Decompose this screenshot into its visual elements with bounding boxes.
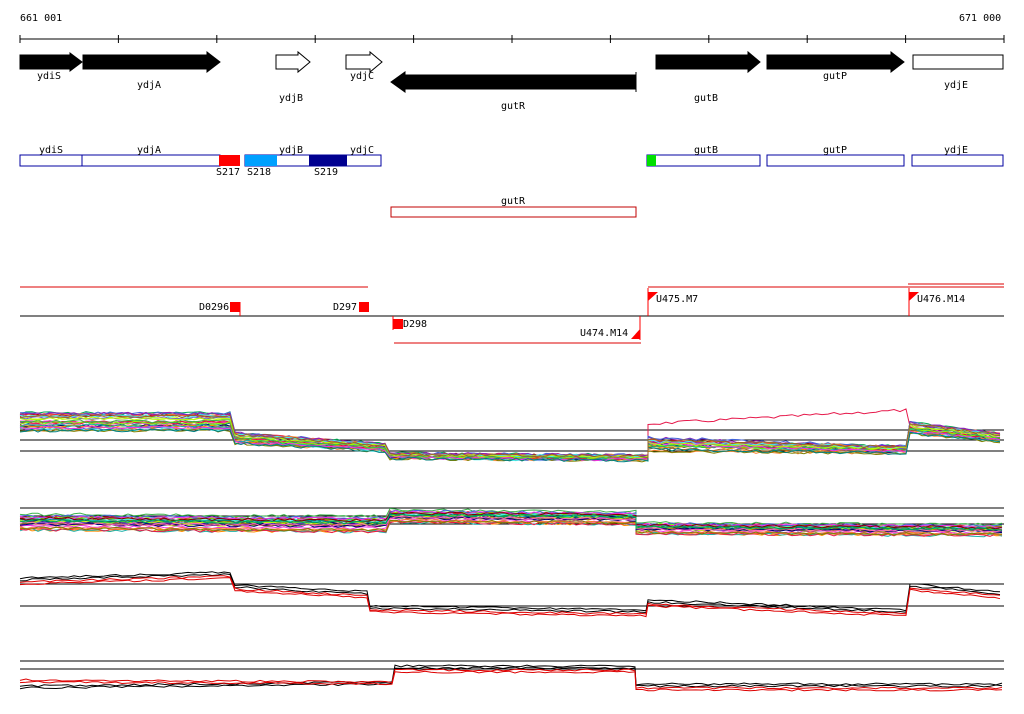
feature-box-ydjA[interactable] xyxy=(81,154,221,167)
transcript-track: D0296 D297 D298 U474.M14 U475.M7 U476.M1… xyxy=(20,283,1004,344)
feature-track-plus: ydiS ydjA ydjB ydjC gutB gutP ydjE S217 … xyxy=(19,145,1004,178)
segment-S218[interactable] xyxy=(245,155,277,166)
gene-label-ydiS: ydiS xyxy=(37,71,61,82)
expression-profile xyxy=(19,668,1003,690)
transcript-marker-U475-M7[interactable] xyxy=(648,292,658,301)
expression-profile xyxy=(19,575,1001,615)
segment-label-S218: S218 xyxy=(247,167,271,178)
segment-green[interactable] xyxy=(647,155,656,166)
gene-label-gutP: gutP xyxy=(823,71,847,82)
expression-profile xyxy=(19,512,1003,531)
feature-label-ydiS: ydiS xyxy=(39,145,63,156)
expression-profile xyxy=(19,414,1001,459)
expression-profile xyxy=(19,416,1001,459)
transcript-marker-D298[interactable] xyxy=(393,319,403,329)
feature-track-minus: gutR xyxy=(390,196,637,218)
gene-track: ydiS ydjA ydjB ydjC gutR gutB gutP ydjE xyxy=(19,50,1004,112)
expression-profile xyxy=(19,571,1001,612)
gene-label-gutB: gutB xyxy=(694,93,718,104)
feature-box-ydiS[interactable] xyxy=(19,154,83,167)
gene-arrow-ydjC[interactable] xyxy=(345,50,383,74)
transcript-label-D298: D298 xyxy=(403,319,427,330)
gene-label-gutR: gutR xyxy=(501,101,526,112)
feature-label-ydjC: ydjC xyxy=(350,145,374,156)
feature-box-ydjE[interactable] xyxy=(911,154,1004,167)
gene-arrow-gutR[interactable] xyxy=(390,71,637,93)
transcript-label-D0296: D0296 xyxy=(199,302,229,313)
expression-profile xyxy=(19,573,1001,614)
transcript-label-U476-M14: U476.M14 xyxy=(917,294,965,305)
coordinate-axis xyxy=(19,35,1005,43)
gene-box-ydjE[interactable] xyxy=(912,54,1004,70)
expression-profile xyxy=(19,577,1001,618)
gene-label-ydjB: ydjB xyxy=(279,93,303,104)
segment-S219[interactable] xyxy=(309,155,347,166)
expression-track-2 xyxy=(19,507,1004,538)
gene-arrow-gutB[interactable] xyxy=(655,50,761,74)
expression-track-1 xyxy=(19,408,1004,463)
feature-label-gutB: gutB xyxy=(694,145,718,156)
transcript-marker-D297[interactable] xyxy=(359,302,369,312)
expression-track-4 xyxy=(19,660,1004,692)
gene-arrow-ydjA[interactable] xyxy=(82,50,221,74)
coordinate-start: 661 001 xyxy=(20,13,63,24)
expression-profile xyxy=(19,517,1003,535)
feature-label-ydjE: ydjE xyxy=(944,145,968,156)
expression-profile xyxy=(19,515,1003,533)
segment-label-S219: S219 xyxy=(314,167,338,178)
feature-label-gutP: gutP xyxy=(823,145,847,156)
expression-track-3 xyxy=(19,571,1004,618)
feature-label-ydjA: ydjA xyxy=(137,145,161,156)
gene-label-ydjA: ydjA xyxy=(137,80,161,91)
expression-profile xyxy=(19,425,1001,462)
expression-profile xyxy=(19,664,1003,688)
expression-profile xyxy=(19,515,1003,534)
expression-profile xyxy=(19,670,1003,692)
gene-arrow-ydjB[interactable] xyxy=(275,50,311,74)
segment-label-S217: S217 xyxy=(216,167,240,178)
feature-label-ydjB: ydjB xyxy=(279,145,303,156)
transcript-label-D297: D297 xyxy=(333,302,357,313)
transcript-marker-D0296[interactable] xyxy=(230,302,240,312)
coordinate-end: 671 000 xyxy=(959,13,1002,24)
gene-arrow-gutP[interactable] xyxy=(766,50,905,74)
expression-profile xyxy=(19,511,1003,530)
expression-profile xyxy=(19,518,1003,536)
expression-profile xyxy=(19,428,1001,463)
segment-S217[interactable] xyxy=(219,155,240,166)
expression-profile xyxy=(19,519,1003,536)
feature-label-gutR: gutR xyxy=(501,196,526,207)
feature-box-gutR[interactable] xyxy=(390,206,637,218)
feature-box-gutP[interactable] xyxy=(766,154,905,167)
gene-label-ydjE: ydjE xyxy=(944,80,968,91)
transcript-marker-U476-M14[interactable] xyxy=(909,292,919,301)
expression-profile xyxy=(19,507,1003,527)
expression-profile xyxy=(19,666,1003,690)
feature-box-gutB[interactable] xyxy=(646,154,761,167)
gene-label-ydjC: ydjC xyxy=(350,71,374,82)
gene-arrow-ydiS[interactable] xyxy=(19,52,83,72)
transcript-marker-U474-M14[interactable] xyxy=(631,329,640,339)
transcript-label-U474-M14: U474.M14 xyxy=(580,328,628,339)
transcript-label-U475-M7: U475.M7 xyxy=(656,294,698,305)
